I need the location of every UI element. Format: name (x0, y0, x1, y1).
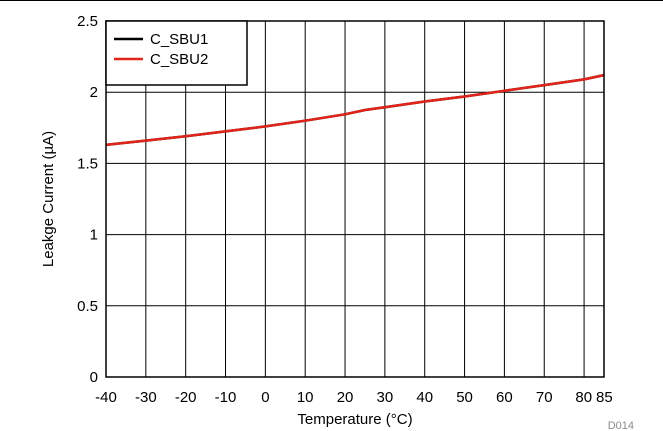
legend-label: C_SBU1 (150, 31, 208, 48)
x-tick-label: 10 (297, 389, 314, 406)
legend: C_SBU1 C_SBU2 (105, 20, 248, 86)
x-tick-label: 80 (575, 389, 592, 406)
x-tick-label: 50 (456, 389, 473, 406)
y-tick-labels: 0 0.5 1 1.5 2 2.5 (77, 13, 98, 386)
y-tick-label: 0.5 (77, 298, 98, 315)
legend-label: C_SBU2 (150, 51, 208, 68)
x-tick-label: -30 (135, 389, 157, 406)
x-tick-label: 60 (496, 389, 513, 406)
x-axis-label: Temperature (°C) (297, 411, 412, 428)
y-tick-label: 2.5 (77, 13, 98, 30)
x-tick-label: 85 (596, 389, 613, 406)
y-tick-label: 2 (90, 84, 98, 101)
series-line-c-sbu2 (105, 73, 605, 147)
x-tick-labels: -40 -30 -20 -10 0 10 20 30 40 50 60 70 80 85 (95, 389, 613, 406)
x-tick-label: 40 (416, 389, 433, 406)
y-tick-label: 0 (90, 369, 98, 386)
y-tick-label: 1 (90, 227, 98, 244)
legend-box (105, 20, 248, 86)
y-tick-label: 1.5 (77, 155, 98, 172)
x-tick-label: 0 (261, 389, 269, 406)
plot-frame (105, 20, 605, 378)
y-axis-label: Leakge Current (µA) (40, 131, 57, 267)
series-lines (105, 73, 605, 147)
figure-id-label: D014 (608, 420, 634, 431)
x-tick-label: 70 (536, 389, 553, 406)
x-tick-label: 30 (377, 389, 394, 406)
x-tick-label: 20 (337, 389, 354, 406)
x-tick-label: -10 (215, 389, 237, 406)
x-tick-label: -40 (95, 389, 117, 406)
x-tick-label: -20 (175, 389, 197, 406)
